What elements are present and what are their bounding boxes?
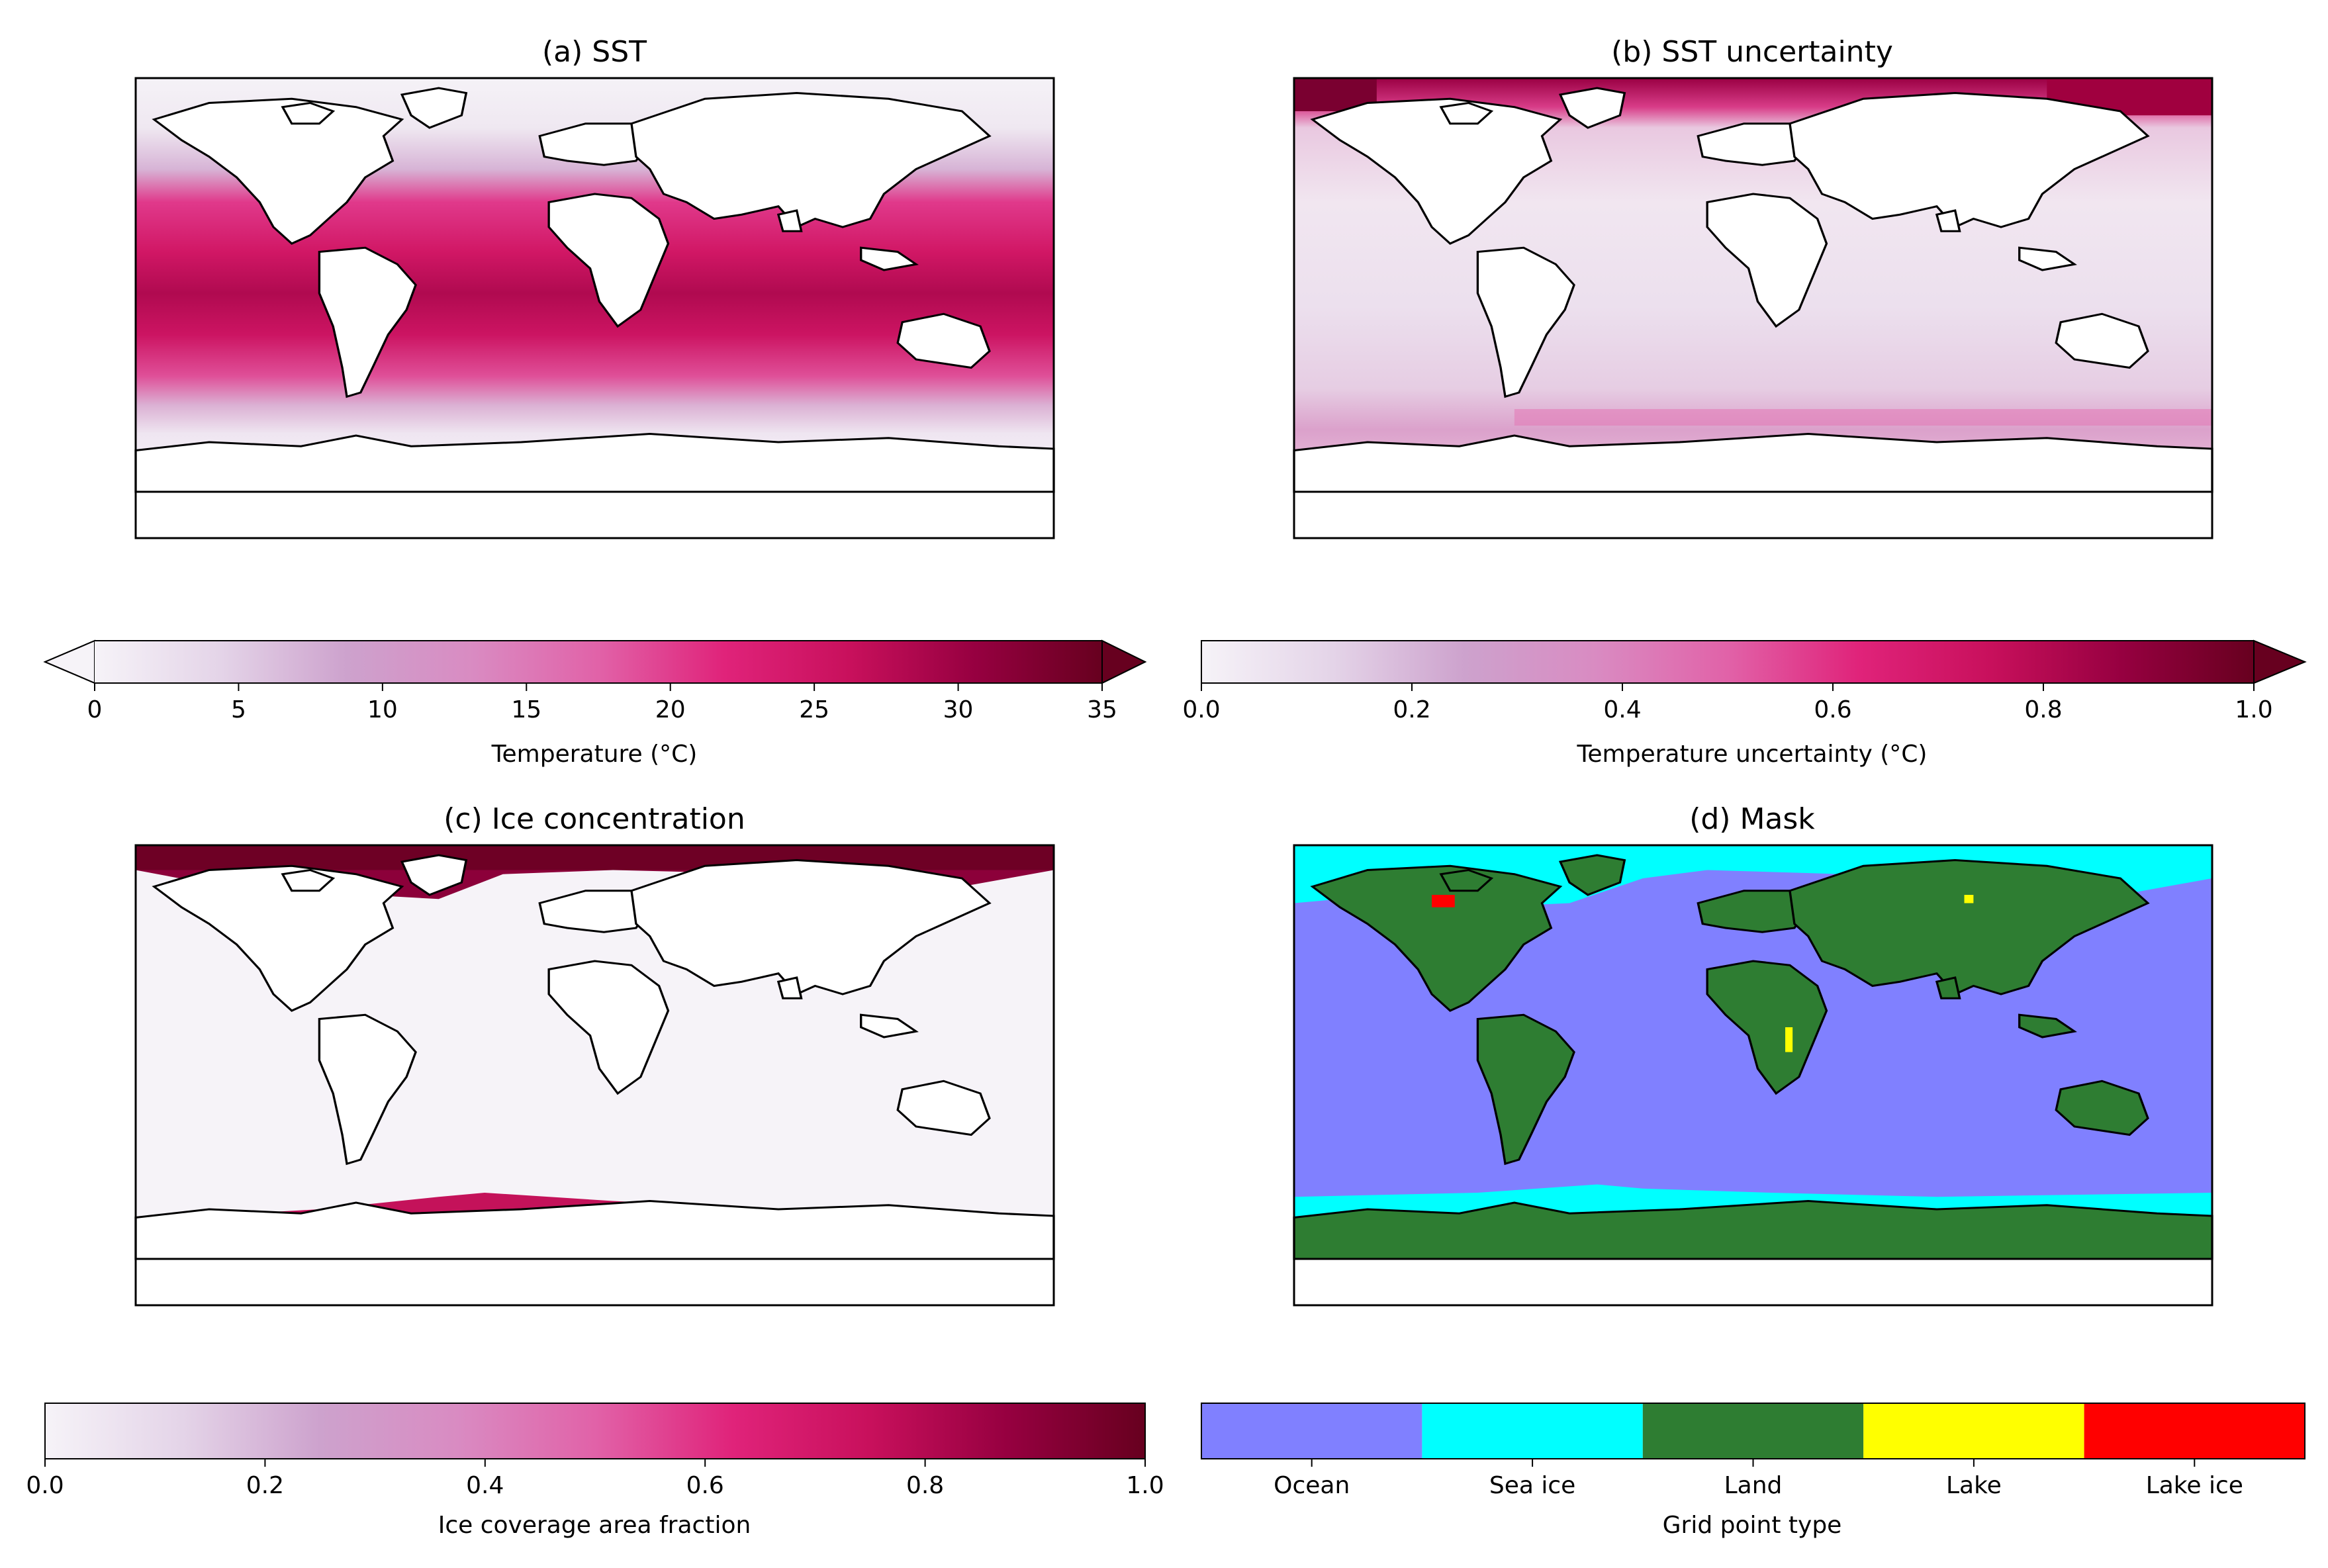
colorbar-tick-label: 0.0 <box>26 1472 64 1499</box>
colorbar-tick-label: 25 <box>799 696 829 723</box>
colorbar-body <box>1201 641 2254 683</box>
colorbar-tick-label: 15 <box>511 696 541 723</box>
colorbar-label: Grid point type <box>1663 1512 1842 1539</box>
colorbar-tick-label: 0.6 <box>686 1472 724 1499</box>
map-frame-d <box>1293 844 2213 1307</box>
map-panel-ice <box>134 845 1055 1260</box>
mask-category-label: Sea ice <box>1489 1472 1575 1499</box>
colorbar-outline <box>1201 640 2307 684</box>
uncertainty-band-south <box>1514 409 2212 426</box>
colorbar-label: Temperature (°C) <box>491 741 698 768</box>
colorbar-tick-label: 0.4 <box>1603 696 1641 723</box>
colorbar-tick-label: 0 <box>87 696 103 723</box>
map-frame-c <box>134 844 1055 1307</box>
map-frame-a <box>134 77 1055 539</box>
mask-category-label: Ocean <box>1274 1472 1350 1499</box>
colorbar-extend-max <box>2253 639 2307 684</box>
colorbar-tick-label: 30 <box>943 696 974 723</box>
colorbar-tick-label: 1.0 <box>2235 696 2272 723</box>
mask-category-swatch <box>2084 1403 2305 1459</box>
colorbar-tick-label: 0.2 <box>1393 696 1430 723</box>
mask-lake <box>1785 1027 1793 1052</box>
panel-b-title: (b) SST uncertainty <box>1611 35 1893 69</box>
colorbar-sst: 0 5 10 15 20 25 30 35 Temperature (°C) <box>43 639 1147 768</box>
panel-c-title: (c) Ice concentration <box>443 802 745 836</box>
colorbar-tick-label: 5 <box>231 696 246 723</box>
colorbar-mask: Ocean Sea ice Land Lake Lake ice Grid point … <box>1201 1403 2305 1539</box>
colorbar-extend-min <box>43 639 95 684</box>
map-panel-mask <box>1293 845 2213 1260</box>
colorbar-tick-label: 0.8 <box>2024 696 2062 723</box>
map-panel-uncertainty <box>1293 78 2213 493</box>
colorbar-tick-label: 0.6 <box>1814 696 1851 723</box>
colorbar-ice: 0.0 0.2 0.4 0.6 0.8 1.0 Ice coverage area fra… <box>26 1403 1164 1539</box>
mask-category-swatch <box>1642 1403 1864 1459</box>
colorbar-tick-label: 0.0 <box>1182 696 1220 723</box>
colorbar-tick-label: 1.0 <box>1126 1472 1164 1499</box>
mask-lake-ice <box>1432 895 1455 907</box>
mask-category-label: Land <box>1724 1472 1783 1499</box>
panel-d-title: (d) Mask <box>1689 802 1815 836</box>
colorbar-label: Ice coverage area fraction <box>438 1512 751 1539</box>
colorbar-tick-label: 20 <box>655 696 686 723</box>
mask-category-swatch <box>1863 1403 2084 1459</box>
panel-a-title: (a) SST <box>542 35 647 69</box>
colorbar-tick-label: 10 <box>367 696 398 723</box>
colorbar-tick-label: 0.2 <box>246 1472 284 1499</box>
colorbar-body <box>95 641 1102 683</box>
map-panel-sst <box>134 78 1055 493</box>
mask-category-swatch <box>1201 1403 1422 1459</box>
mask-lake-2 <box>1964 895 1974 903</box>
mask-category-label: Lake <box>1946 1472 2002 1499</box>
colorbar-body <box>44 1403 1146 1459</box>
colorbar-extend-max <box>1101 639 1147 684</box>
colorbar-tick-label: 0.8 <box>906 1472 944 1499</box>
colorbar-label: Temperature uncertainty (°C) <box>1577 741 1928 768</box>
colorbar-tick-label: 0.4 <box>466 1472 504 1499</box>
mask-category-swatch <box>1422 1403 1643 1459</box>
colorbar-outline <box>1201 1403 2305 1459</box>
colorbar-tick-label: 35 <box>1087 696 1117 723</box>
colorbar-uncertainty: 0.0 0.2 0.4 0.6 0.8 1.0 Temperature uncertain… <box>1182 639 2307 768</box>
mask-category-label: Lake ice <box>2146 1472 2243 1499</box>
map-frame-b <box>1293 77 2213 539</box>
